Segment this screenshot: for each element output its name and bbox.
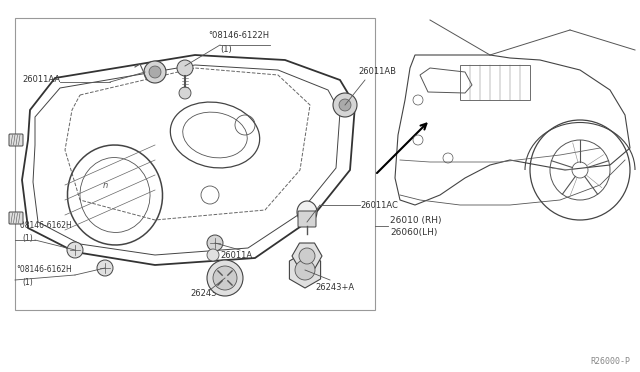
Circle shape	[339, 99, 351, 111]
FancyBboxPatch shape	[298, 211, 316, 227]
Text: (1): (1)	[22, 234, 33, 243]
Polygon shape	[289, 252, 321, 288]
Circle shape	[144, 61, 166, 83]
Text: R26000-P: R26000-P	[590, 357, 630, 366]
Circle shape	[207, 260, 243, 296]
Text: 26011AA: 26011AA	[22, 76, 60, 84]
Circle shape	[213, 266, 237, 290]
Polygon shape	[292, 243, 322, 269]
Text: n: n	[102, 180, 108, 189]
Text: °08146-6162H: °08146-6162H	[16, 221, 72, 230]
Text: 26011AB: 26011AB	[358, 67, 396, 77]
Text: 26010 (RH): 26010 (RH)	[390, 215, 442, 224]
FancyBboxPatch shape	[9, 134, 23, 146]
Circle shape	[207, 235, 223, 251]
Bar	[460, 65, 530, 100]
Circle shape	[97, 260, 113, 276]
Text: °08146-6162H: °08146-6162H	[16, 266, 72, 275]
Bar	[15, 18, 375, 310]
Ellipse shape	[297, 201, 317, 223]
Circle shape	[177, 60, 193, 76]
Text: (1): (1)	[220, 45, 232, 54]
FancyBboxPatch shape	[9, 212, 23, 224]
Circle shape	[149, 66, 161, 78]
Text: 26060(LH): 26060(LH)	[390, 228, 437, 237]
Text: °08146-6122H: °08146-6122H	[208, 32, 269, 41]
Text: 26243+A: 26243+A	[315, 282, 354, 292]
Text: 26011A: 26011A	[220, 251, 252, 260]
Text: 26011AC: 26011AC	[360, 201, 398, 209]
Circle shape	[67, 242, 83, 258]
Text: (1): (1)	[22, 278, 33, 286]
Circle shape	[333, 93, 357, 117]
Circle shape	[295, 260, 315, 280]
Circle shape	[207, 249, 219, 261]
Text: 26243: 26243	[190, 289, 216, 298]
Circle shape	[299, 248, 315, 264]
Circle shape	[179, 87, 191, 99]
